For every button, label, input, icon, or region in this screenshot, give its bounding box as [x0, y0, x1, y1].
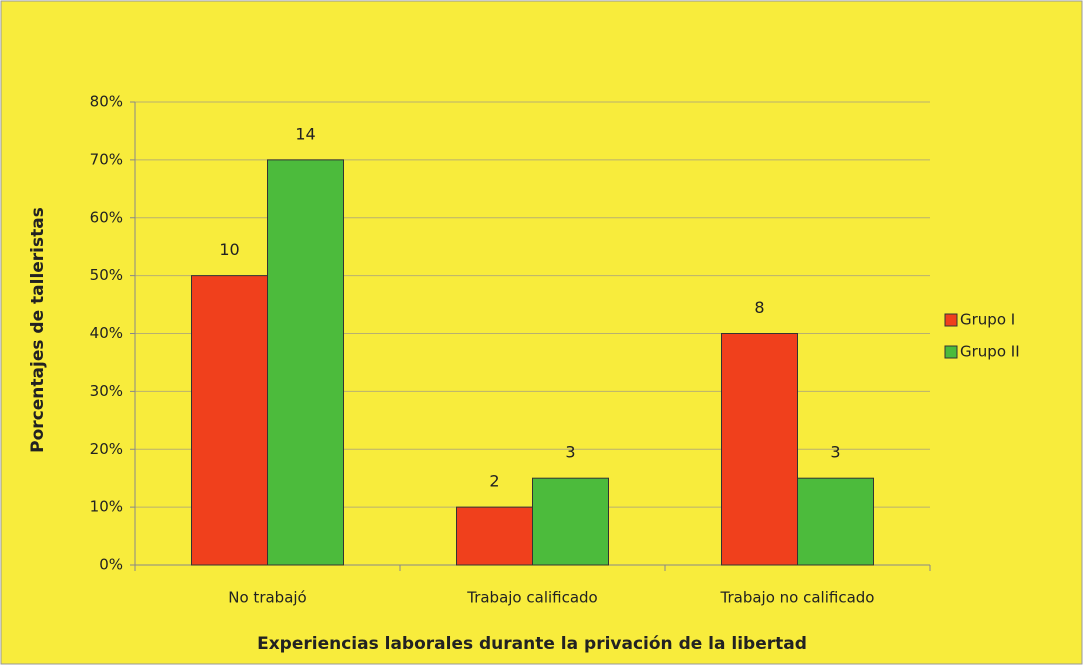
- legend-swatch: [944, 345, 958, 359]
- data-label: 10: [219, 240, 239, 259]
- bar: [191, 275, 268, 566]
- data-label: 3: [565, 443, 575, 462]
- y-tick-label: 30%: [90, 382, 123, 400]
- data-label: 14: [295, 124, 315, 143]
- bar: [267, 159, 344, 566]
- y-tick-label: 20%: [90, 440, 123, 458]
- y-tick-label: 10%: [90, 498, 123, 516]
- y-tick-label: 80%: [90, 93, 123, 111]
- y-tick-label: 70%: [90, 150, 123, 168]
- bar: [721, 333, 798, 566]
- x-axis-title: Experiencias laborales durante la privac…: [257, 634, 807, 654]
- y-tick-label: 50%: [90, 266, 123, 284]
- y-axis-title: Porcentajes de talleristas: [28, 207, 48, 453]
- bar: [532, 477, 609, 566]
- y-tick-label: 0%: [99, 556, 123, 574]
- data-label: 3: [830, 443, 840, 462]
- x-tick-label: No trabajó: [228, 589, 306, 607]
- data-label: 2: [489, 472, 499, 491]
- legend-label: Grupo II: [960, 343, 1020, 361]
- bar: [456, 506, 533, 566]
- y-tick-label: 60%: [90, 208, 123, 226]
- data-label: 8: [754, 298, 764, 317]
- x-tick-label: Trabajo calificado: [466, 589, 598, 607]
- bar: [797, 477, 874, 566]
- legend-label: Grupo I: [960, 311, 1015, 329]
- x-tick-label: Trabajo no calificado: [720, 589, 875, 607]
- legend-swatch: [944, 313, 958, 327]
- y-tick-label: 40%: [90, 324, 123, 342]
